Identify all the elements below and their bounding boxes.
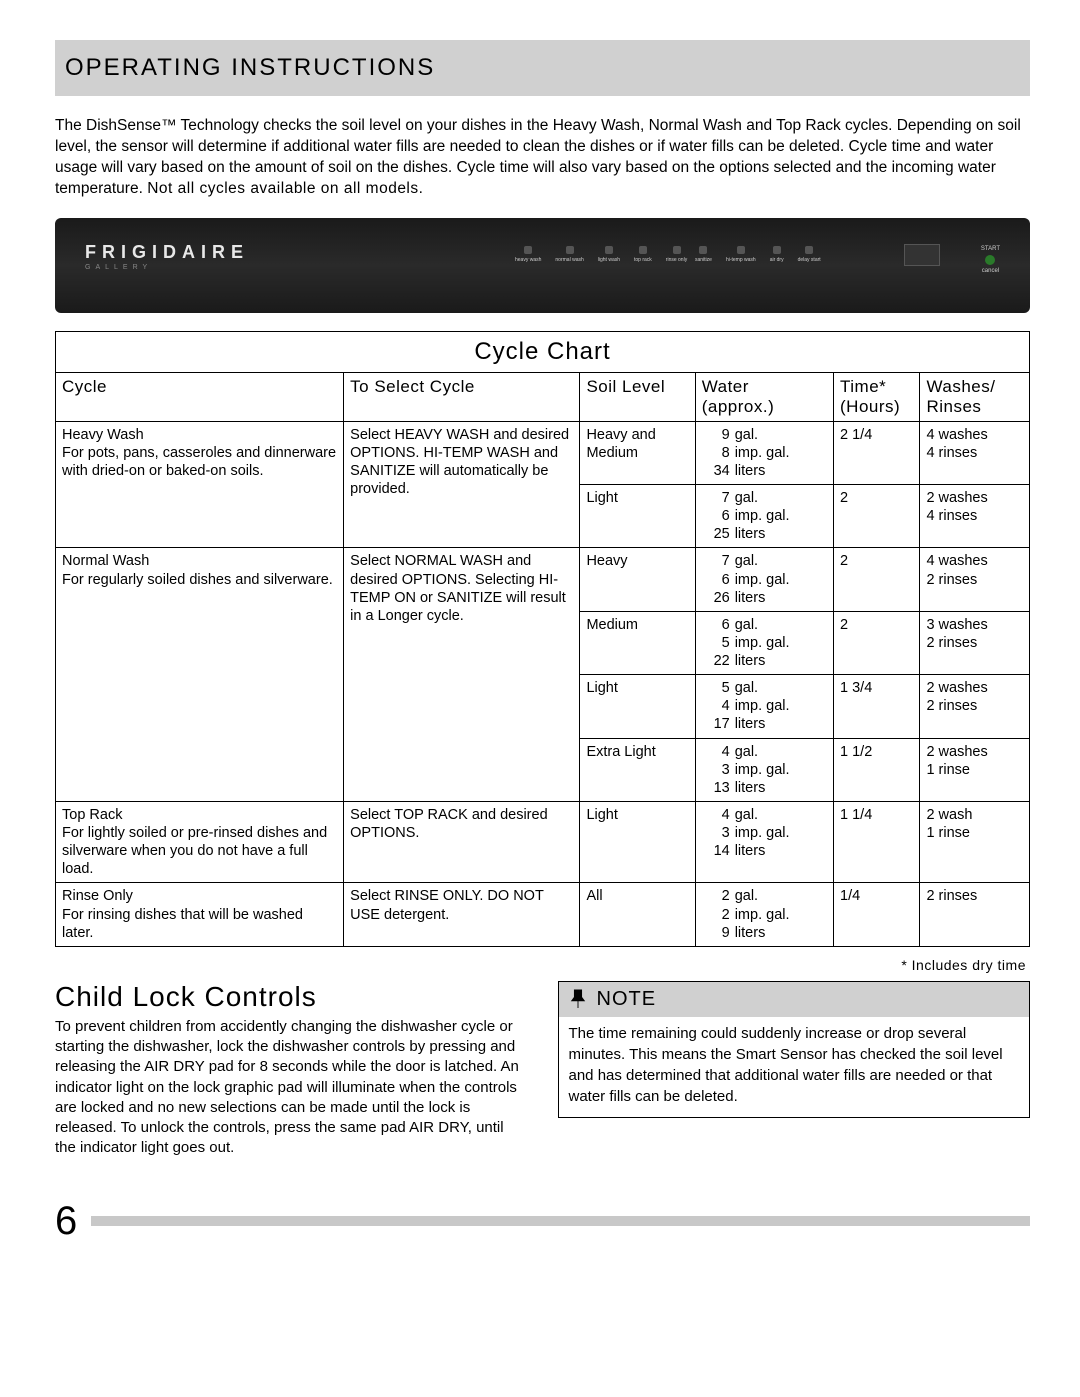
chart-title: Cycle Chart: [56, 331, 1030, 372]
control-panel-graphic: FRIGIDAIRE GALLERY heavy wash normal was…: [55, 218, 1030, 313]
brand-subline: GALLERY: [85, 264, 152, 271]
table-row: Heavy WashFor pots, pans, casseroles and…: [56, 421, 1030, 484]
intro-availability: Not all cycles available on all models.: [147, 180, 423, 197]
col-select: To Select Cycle: [344, 372, 580, 421]
panel-btn-hitemp: hi-temp wash: [726, 246, 756, 263]
intro-paragraph: The DishSense™ Technology checks the soi…: [55, 116, 1030, 200]
chart-footnote: * Includes dry time: [55, 957, 1026, 973]
panel-button-group-2: sanitize hi-temp wash air dry delay star…: [695, 246, 821, 263]
section-header: OPERATING INSTRUCTIONS: [55, 40, 1030, 96]
note-header: NOTE: [558, 981, 1031, 1017]
child-lock-body: To prevent children from accidently chan…: [55, 1017, 528, 1159]
col-time: Time*(Hours): [834, 372, 920, 421]
panel-btn-delay: delay start: [798, 246, 821, 263]
panel-button-group-1: heavy wash normal wash light wash top ra…: [515, 246, 687, 263]
child-lock-section: Child Lock Controls To prevent children …: [55, 981, 528, 1159]
table-row: Rinse OnlyFor rinsing dishes that will b…: [56, 883, 1030, 946]
pushpin-icon: [569, 988, 587, 1010]
panel-btn-airdry: air dry: [770, 246, 784, 263]
panel-display: [904, 244, 940, 266]
panel-btn-heavy: heavy wash: [515, 246, 541, 263]
panel-btn-rinse: rinse only: [666, 246, 687, 263]
footer-bar: [91, 1216, 1030, 1226]
panel-btn-normal: normal wash: [555, 246, 583, 263]
table-row: Top RackFor lightly soiled or pre-rinsed…: [56, 801, 1030, 883]
panel-btn-sanitize: sanitize: [695, 246, 712, 263]
panel-btn-light: light wash: [598, 246, 620, 263]
note-section: NOTE The time remaining could suddenly i…: [558, 981, 1031, 1118]
col-water: Water(approx.): [695, 372, 833, 421]
panel-start-button: START cancel: [981, 246, 1000, 274]
table-row: Normal WashFor regularly soiled dishes a…: [56, 548, 1030, 611]
col-cycle: Cycle: [56, 372, 344, 421]
child-lock-title: Child Lock Controls: [55, 981, 528, 1013]
col-wash: Washes/Rinses: [920, 372, 1030, 421]
note-title: NOTE: [597, 988, 657, 1011]
page-number: 6: [55, 1199, 77, 1244]
note-body: The time remaining could suddenly increa…: [558, 1017, 1031, 1118]
page-footer: 6: [55, 1199, 1030, 1244]
brand-logo: FRIGIDAIRE: [85, 242, 249, 263]
cycle-chart-table: Cycle Chart Cycle To Select Cycle Soil L…: [55, 331, 1030, 947]
panel-btn-toprack: top rack: [634, 246, 652, 263]
col-soil: Soil Level: [580, 372, 695, 421]
